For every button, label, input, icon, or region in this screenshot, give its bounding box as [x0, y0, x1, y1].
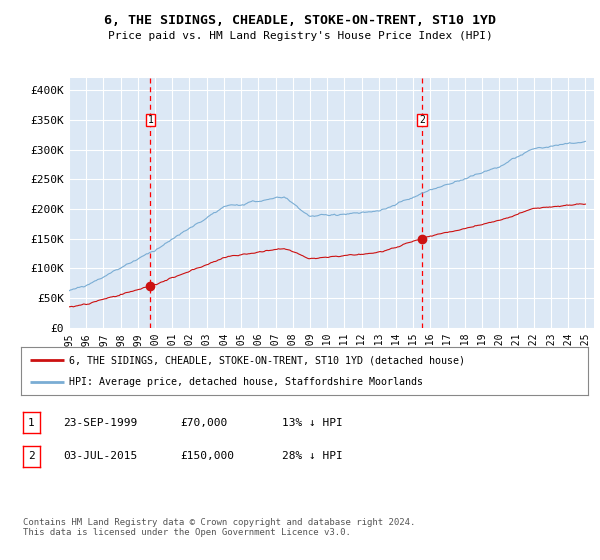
Text: 2: 2: [28, 451, 35, 461]
Text: Price paid vs. HM Land Registry's House Price Index (HPI): Price paid vs. HM Land Registry's House …: [107, 31, 493, 41]
Text: 2: 2: [419, 115, 425, 125]
Text: £70,000: £70,000: [180, 418, 227, 428]
Text: 6, THE SIDINGS, CHEADLE, STOKE-ON-TRENT, ST10 1YD: 6, THE SIDINGS, CHEADLE, STOKE-ON-TRENT,…: [104, 14, 496, 27]
Text: Contains HM Land Registry data © Crown copyright and database right 2024.
This d: Contains HM Land Registry data © Crown c…: [23, 518, 415, 538]
Text: HPI: Average price, detached house, Staffordshire Moorlands: HPI: Average price, detached house, Staf…: [69, 377, 423, 387]
Text: 6, THE SIDINGS, CHEADLE, STOKE-ON-TRENT, ST10 1YD (detached house): 6, THE SIDINGS, CHEADLE, STOKE-ON-TRENT,…: [69, 355, 465, 365]
Bar: [146, 114, 155, 126]
Text: 13% ↓ HPI: 13% ↓ HPI: [282, 418, 343, 428]
Text: 03-JUL-2015: 03-JUL-2015: [63, 451, 137, 461]
Text: 23-SEP-1999: 23-SEP-1999: [63, 418, 137, 428]
Text: 28% ↓ HPI: 28% ↓ HPI: [282, 451, 343, 461]
Text: 1: 1: [28, 418, 35, 428]
Text: 1: 1: [148, 115, 154, 125]
Bar: [417, 114, 427, 126]
Text: £150,000: £150,000: [180, 451, 234, 461]
